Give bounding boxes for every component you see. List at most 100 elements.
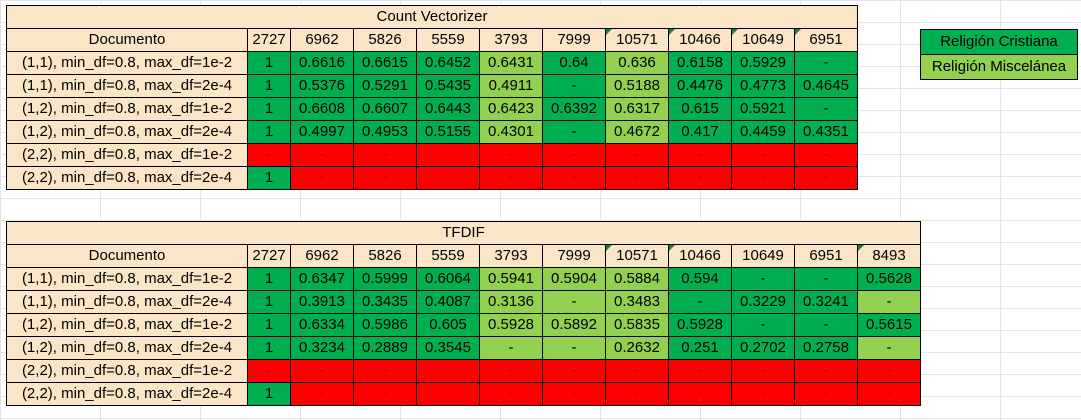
column-header-10466[interactable]: 10466 — [668, 244, 732, 268]
similarity-cell[interactable]: 1 — [247, 51, 291, 75]
similarity-cell[interactable]: - — [290, 143, 354, 167]
table-title[interactable]: Count Vectorizer — [6, 5, 858, 29]
similarity-cell[interactable]: - — [794, 359, 858, 383]
similarity-cell[interactable]: 0.6607 — [353, 97, 417, 121]
document-label-cell[interactable]: (2,2), min_df=0.8, max_df=2e-4 — [6, 382, 248, 406]
similarity-cell[interactable]: 0.5928 — [479, 313, 543, 337]
column-header-7999[interactable]: 7999 — [542, 28, 606, 52]
column-header-10649[interactable]: 10649 — [731, 244, 795, 268]
similarity-cell[interactable]: - — [542, 359, 606, 383]
similarity-cell[interactable]: - — [794, 267, 858, 291]
similarity-cell[interactable]: - — [247, 359, 291, 383]
column-header-3793[interactable]: 3793 — [479, 28, 543, 52]
similarity-cell[interactable]: - — [542, 166, 606, 190]
similarity-cell[interactable]: 0.3229 — [731, 290, 795, 314]
similarity-cell[interactable]: - — [353, 382, 417, 406]
similarity-cell[interactable]: 0.6615 — [353, 51, 417, 75]
similarity-cell[interactable]: 0.3435 — [353, 290, 417, 314]
similarity-cell[interactable]: - — [605, 166, 669, 190]
legend-religion-cristiana[interactable]: Religión Cristiana — [920, 29, 1078, 55]
similarity-cell[interactable]: - — [605, 359, 669, 383]
similarity-cell[interactable]: 0.594 — [668, 267, 732, 291]
similarity-cell[interactable]: - — [731, 143, 795, 167]
similarity-cell[interactable]: - — [479, 382, 543, 406]
similarity-cell[interactable]: - — [794, 143, 858, 167]
column-header-7999[interactable]: 7999 — [542, 244, 606, 268]
similarity-cell[interactable]: - — [479, 143, 543, 167]
similarity-cell[interactable]: 0.5904 — [542, 267, 606, 291]
similarity-cell[interactable]: - — [542, 336, 606, 360]
similarity-cell[interactable]: 0.3545 — [416, 336, 480, 360]
similarity-cell[interactable]: - — [794, 382, 858, 406]
similarity-cell[interactable]: 0.3136 — [479, 290, 543, 314]
similarity-cell[interactable]: 0.5986 — [353, 313, 417, 337]
similarity-cell[interactable]: 0.6334 — [290, 313, 354, 337]
similarity-cell[interactable]: - — [542, 382, 606, 406]
similarity-cell[interactable]: 0.6423 — [479, 97, 543, 121]
similarity-cell[interactable]: - — [857, 290, 921, 314]
similarity-cell[interactable]: 0.6443 — [416, 97, 480, 121]
similarity-cell[interactable]: 0.5155 — [416, 120, 480, 144]
column-header-10571[interactable]: 10571 — [605, 244, 669, 268]
document-label-cell[interactable]: (1,2), min_df=0.8, max_df=1e-2 — [6, 313, 248, 337]
similarity-cell[interactable]: 0.5884 — [605, 267, 669, 291]
document-label-cell[interactable]: (2,2), min_df=0.8, max_df=2e-4 — [6, 166, 248, 190]
similarity-cell[interactable]: - — [290, 382, 354, 406]
similarity-cell[interactable]: 0.5892 — [542, 313, 606, 337]
similarity-cell[interactable]: - — [668, 382, 732, 406]
similarity-cell[interactable]: - — [353, 143, 417, 167]
similarity-cell[interactable]: 0.4672 — [605, 120, 669, 144]
similarity-cell[interactable]: 1 — [247, 290, 291, 314]
similarity-cell[interactable]: 0.4301 — [479, 120, 543, 144]
similarity-cell[interactable]: 1 — [247, 267, 291, 291]
similarity-cell[interactable]: 0.6452 — [416, 51, 480, 75]
table-title[interactable]: TFDIF — [6, 221, 921, 245]
similarity-cell[interactable]: 0.5928 — [668, 313, 732, 337]
similarity-cell[interactable]: 1 — [247, 97, 291, 121]
similarity-cell[interactable]: 0.6347 — [290, 267, 354, 291]
column-header-2727[interactable]: 2727 — [247, 244, 291, 268]
similarity-cell[interactable]: 0.4953 — [353, 120, 417, 144]
similarity-cell[interactable]: - — [542, 74, 606, 98]
similarity-cell[interactable]: - — [416, 359, 480, 383]
similarity-cell[interactable]: - — [479, 336, 543, 360]
similarity-cell[interactable]: 0.251 — [668, 336, 732, 360]
column-header-8493[interactable]: 8493 — [857, 244, 921, 268]
similarity-cell[interactable]: 0.605 — [416, 313, 480, 337]
similarity-cell[interactable]: 1 — [247, 166, 291, 190]
similarity-cell[interactable]: - — [668, 166, 732, 190]
similarity-cell[interactable]: - — [353, 359, 417, 383]
column-header-3793[interactable]: 3793 — [479, 244, 543, 268]
similarity-cell[interactable]: - — [794, 166, 858, 190]
similarity-cell[interactable]: - — [731, 267, 795, 291]
similarity-cell[interactable]: 0.5941 — [479, 267, 543, 291]
similarity-cell[interactable]: - — [731, 166, 795, 190]
similarity-cell[interactable]: - — [290, 359, 354, 383]
similarity-cell[interactable]: - — [416, 382, 480, 406]
similarity-cell[interactable]: 1 — [247, 120, 291, 144]
similarity-cell[interactable]: 0.5628 — [857, 267, 921, 291]
column-header-2727[interactable]: 2727 — [247, 28, 291, 52]
similarity-cell[interactable]: 0.4459 — [731, 120, 795, 144]
similarity-cell[interactable]: 0.5929 — [731, 51, 795, 75]
document-label-cell[interactable]: (2,2), min_df=0.8, max_df=1e-2 — [6, 359, 248, 383]
similarity-cell[interactable]: 0.6392 — [542, 97, 606, 121]
similarity-cell[interactable]: 0.417 — [668, 120, 732, 144]
similarity-cell[interactable]: - — [247, 143, 291, 167]
similarity-cell[interactable]: - — [668, 359, 732, 383]
similarity-cell[interactable]: 0.5188 — [605, 74, 669, 98]
similarity-cell[interactable]: - — [416, 166, 480, 190]
similarity-cell[interactable]: - — [290, 166, 354, 190]
similarity-cell[interactable]: 1 — [247, 382, 291, 406]
similarity-cell[interactable]: 0.5376 — [290, 74, 354, 98]
documento-header-cell[interactable]: Documento — [6, 244, 248, 268]
similarity-cell[interactable]: 0.6158 — [668, 51, 732, 75]
similarity-cell[interactable]: 0.2758 — [794, 336, 858, 360]
similarity-cell[interactable]: 0.3913 — [290, 290, 354, 314]
column-header-10571[interactable]: 10571 — [605, 28, 669, 52]
document-label-cell[interactable]: (1,1), min_df=0.8, max_df=1e-2 — [6, 267, 248, 291]
similarity-cell[interactable]: 0.5921 — [731, 97, 795, 121]
similarity-cell[interactable]: - — [794, 313, 858, 337]
legend-religion-miscelanea[interactable]: Religión Miscelánea — [920, 54, 1078, 80]
similarity-cell[interactable]: 1 — [247, 336, 291, 360]
